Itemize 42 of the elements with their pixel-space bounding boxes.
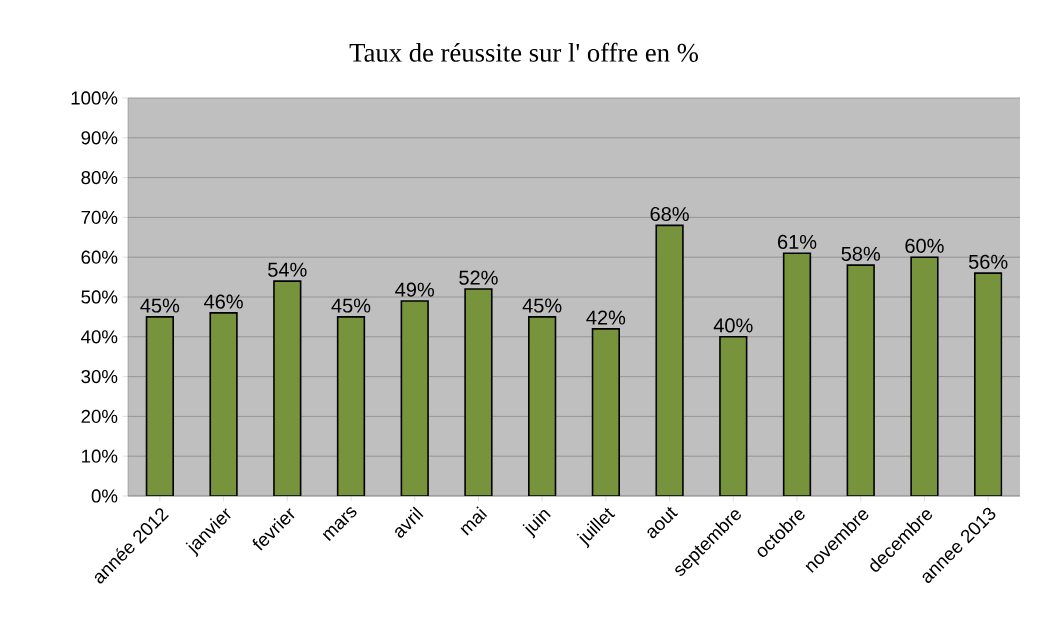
data-label: 61% bbox=[778, 234, 817, 249]
data-label: 58% bbox=[841, 246, 881, 261]
data-label: 42% bbox=[586, 310, 626, 325]
bar bbox=[591, 328, 620, 496]
data-label: 45% bbox=[331, 298, 371, 313]
data-label: 45% bbox=[522, 298, 562, 313]
y-tick-label: 10% bbox=[82, 449, 118, 463]
x-tick-label: mai bbox=[460, 506, 488, 536]
bar bbox=[846, 264, 875, 496]
chart-title: Taux de réussite sur l' offre en % bbox=[349, 42, 698, 62]
data-label: 46% bbox=[204, 294, 243, 309]
y-tick-label: 100% bbox=[71, 91, 118, 105]
bar bbox=[400, 300, 429, 496]
bar bbox=[464, 288, 493, 496]
bar bbox=[719, 335, 748, 496]
bar bbox=[528, 316, 557, 496]
data-label: 49% bbox=[395, 282, 435, 297]
bar bbox=[209, 312, 238, 496]
y-tick-label: 40% bbox=[81, 330, 118, 344]
data-label: 45% bbox=[140, 298, 180, 313]
bar bbox=[974, 272, 1003, 496]
y-tick-label: 20% bbox=[81, 409, 118, 424]
bar bbox=[910, 256, 939, 496]
y-tick-label: 90% bbox=[81, 131, 118, 145]
bar bbox=[655, 224, 684, 496]
data-label: 54% bbox=[268, 262, 307, 277]
bar bbox=[782, 252, 812, 496]
bar bbox=[336, 316, 366, 496]
data-label: 60% bbox=[905, 238, 944, 253]
y-tick-label: 50% bbox=[81, 290, 118, 304]
y-tick-label: 80% bbox=[81, 170, 118, 185]
x-tick-label: juin bbox=[522, 509, 551, 539]
data-label: 56% bbox=[968, 254, 1008, 269]
data-label: 52% bbox=[459, 270, 498, 285]
y-tick-label: 70% bbox=[81, 210, 118, 225]
bar bbox=[145, 316, 174, 496]
y-tick-label: 0% bbox=[91, 489, 118, 503]
y-tick-label: 30% bbox=[81, 369, 118, 384]
data-label: 40% bbox=[713, 318, 753, 333]
y-tick-label: 60% bbox=[81, 250, 118, 264]
data-label: 68% bbox=[650, 206, 689, 222]
bar bbox=[273, 280, 302, 496]
